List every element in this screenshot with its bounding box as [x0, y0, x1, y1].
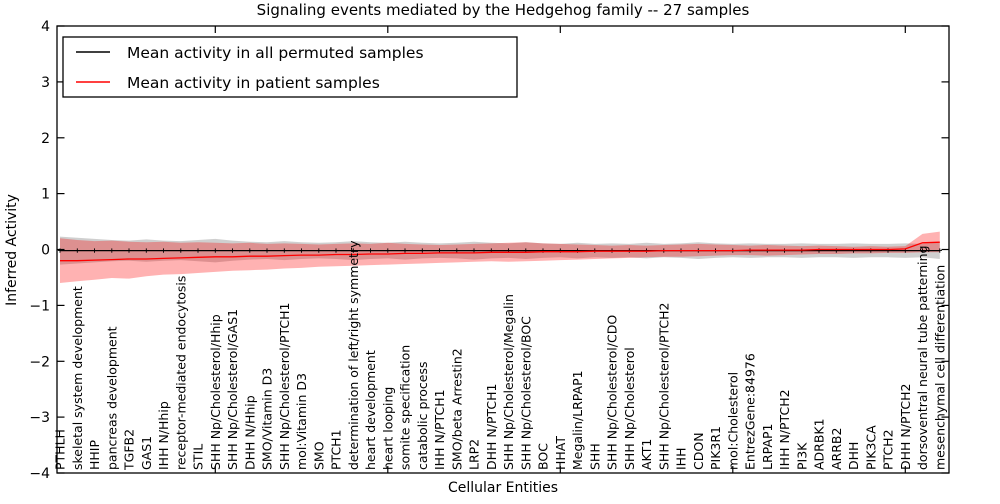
- legend-label-permuted: Mean activity in all permuted samples: [127, 44, 424, 62]
- x-category-label: SHH Np/Cholesterol/Megalin: [501, 294, 516, 470]
- x-category-label: SMO/Vitamin D3: [260, 368, 275, 470]
- x-category-label: dorsoventral neural tube patterning: [915, 246, 930, 471]
- x-axis-label: Cellular Entities: [448, 480, 558, 496]
- series-lines: [57, 241, 942, 262]
- y-tick-label: −4: [29, 466, 50, 482]
- x-category-label: somite specification: [398, 345, 413, 470]
- x-category-label: catabolic process: [415, 361, 430, 470]
- x-category-label: SHH Np/Cholesterol/PTCH2: [656, 303, 671, 471]
- x-category-label: SMO/beta Arrestin2: [449, 348, 464, 470]
- axis-ticks: [57, 25, 949, 474]
- x-category-label: mol:Cholesterol: [725, 372, 740, 470]
- band: [60, 231, 940, 283]
- x-category-label: SHH Np/Cholesterol: [622, 347, 637, 470]
- x-category-label: LRP2: [467, 439, 482, 470]
- x-category-label: SHH Np/Cholesterol/CDO: [605, 315, 620, 470]
- x-category-label: mol:Vitamin D3: [294, 373, 309, 470]
- x-category-label: EntrezGene:84976: [743, 353, 758, 470]
- mean-line: [60, 241, 940, 262]
- x-category-label: SHH Np/Cholesterol/BOC: [518, 316, 533, 470]
- y-tick-label: 2: [41, 131, 50, 147]
- legend: Mean activity in all permuted samples Me…: [62, 36, 518, 98]
- x-category-label: PTCH1: [329, 429, 344, 470]
- x-category-label: BOC: [536, 443, 551, 470]
- x-category-label: ADRBK1: [812, 418, 827, 470]
- x-category-label: Megalin/LRPAP1: [570, 370, 585, 470]
- x-category-label: PTCH2: [881, 429, 896, 470]
- x-category-label: PI3K: [794, 442, 809, 470]
- x-category-labels: PTHLH skeletal system development HHIP panc…: [53, 240, 948, 471]
- y-tick-label: 4: [41, 19, 50, 35]
- x-category-label: PIK3R1: [708, 426, 723, 470]
- x-category-label: IHH: [674, 448, 689, 471]
- y-tick-label: 1: [41, 187, 50, 203]
- x-category-label: SHH Np/Cholesterol/GAS1: [225, 309, 240, 470]
- x-category-label: CDON: [691, 432, 706, 470]
- x-category-label: SMO: [311, 441, 326, 470]
- x-category-label: pancreas development: [104, 326, 119, 470]
- x-category-label: DHH: [846, 442, 861, 470]
- x-category-label: HHAT: [553, 436, 568, 470]
- x-category-label: DHH N/PTCH2: [898, 384, 913, 470]
- x-category-label: skeletal system development: [70, 286, 85, 470]
- x-category-label: TGFB2: [122, 429, 137, 471]
- y-tick-label: −1: [29, 298, 50, 314]
- chart-title: Signaling events mediated by the Hedgeho…: [257, 1, 750, 19]
- x-category-label: HHIP: [87, 440, 102, 470]
- x-category-label: heart development: [363, 350, 378, 470]
- x-category-label: DHH N/PTCH1: [484, 384, 499, 470]
- y-tick-label: −3: [29, 410, 50, 426]
- x-category-label: DHH N/Hhip: [242, 395, 257, 470]
- x-category-label: receptor-mediated endocytosis: [173, 276, 188, 470]
- x-category-label: mesenchymal cell differentiation: [932, 265, 947, 470]
- legend-box: [62, 36, 518, 98]
- legend-label-patient: Mean activity in patient samples: [127, 74, 380, 92]
- x-category-label: determination of left/right symmetry: [346, 240, 361, 470]
- x-category-label: ARRB2: [829, 428, 844, 470]
- x-category-label: IHH N/Hhip: [156, 401, 171, 470]
- y-tick-label: 3: [41, 75, 50, 91]
- y-tick-label: −2: [29, 354, 50, 370]
- x-category-label: LRPAP1: [760, 424, 775, 470]
- x-category-label: PTHLH: [53, 429, 68, 470]
- x-category-label: AKT1: [639, 439, 654, 470]
- x-category-label: GAS1: [139, 436, 154, 470]
- x-category-label: SHH: [587, 443, 602, 470]
- x-category-label: IHH N/PTCH2: [777, 389, 792, 470]
- x-category-label: SHH Np/Cholesterol/PTCH1: [277, 303, 292, 471]
- x-category-label: heart looping: [380, 387, 395, 470]
- y-axis-label: Inferred Activity: [4, 194, 20, 306]
- y-tick-label: 0: [41, 243, 50, 259]
- y-tick-labels: 4 3 2 1 0 −1 −2 −3 −4: [29, 19, 50, 482]
- x-category-label: SHH Np/Cholesterol/Hhip: [208, 314, 223, 470]
- x-category-label: PIK3CA: [863, 425, 878, 470]
- x-category-label: STIL: [191, 444, 206, 470]
- x-category-label: IHH N/PTCH1: [432, 389, 447, 470]
